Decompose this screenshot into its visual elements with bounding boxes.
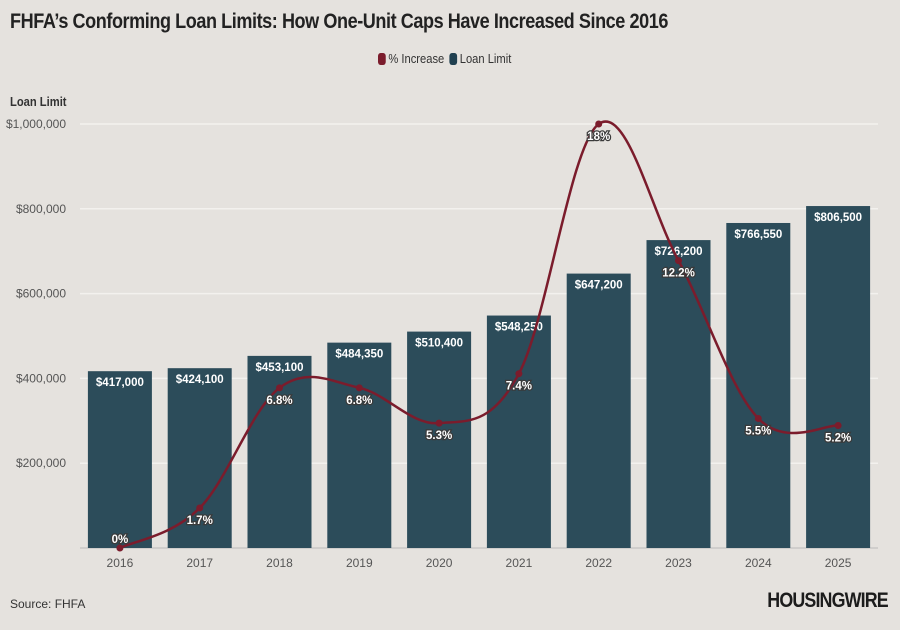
bar-2021 bbox=[486, 315, 551, 548]
housingwire-logo: HOUSINGWIRE bbox=[767, 589, 888, 612]
x-tick-label: 2017 bbox=[186, 556, 213, 570]
bar-2022 bbox=[566, 273, 631, 548]
bar-label: $806,500 bbox=[814, 212, 862, 224]
bar-2017 bbox=[167, 368, 232, 548]
legend-swatch-loan-limit bbox=[449, 53, 458, 65]
increase-label: 0% bbox=[112, 534, 129, 546]
increase-point-2016 bbox=[116, 544, 124, 552]
x-tick-label: 2022 bbox=[585, 556, 612, 570]
y-tick-label: $200,000 bbox=[16, 456, 66, 470]
bar-label: $417,000 bbox=[96, 377, 144, 389]
legend-swatch-increase bbox=[378, 53, 386, 65]
increase-point-2023 bbox=[675, 257, 682, 265]
bar-label: $726,200 bbox=[655, 246, 703, 258]
increase-point-2018 bbox=[276, 384, 283, 392]
bar-label: $548,250 bbox=[495, 322, 543, 334]
y-axis-label: Loan Limit bbox=[10, 94, 67, 109]
x-tick-label: 2021 bbox=[506, 556, 533, 570]
y-tick-label: $800,000 bbox=[16, 202, 66, 216]
x-tick-label: 2024 bbox=[745, 556, 772, 570]
increase-point-2024 bbox=[754, 414, 762, 422]
bar-2023 bbox=[646, 240, 711, 549]
legend: % Increase Loan Limit bbox=[378, 51, 511, 66]
x-tick-label: 2016 bbox=[107, 556, 134, 570]
legend-label-increase: % Increase bbox=[388, 51, 445, 66]
bar-2019 bbox=[327, 342, 392, 548]
x-tick-label: 2023 bbox=[665, 556, 692, 570]
bar-2016 bbox=[87, 371, 152, 548]
legend-item-loan-limit[interactable]: Loan Limit bbox=[449, 51, 511, 66]
increase-point-2022 bbox=[595, 120, 603, 128]
bar-2025 bbox=[806, 206, 871, 548]
increase-label: 7.4% bbox=[506, 381, 532, 393]
increase-label: 12.2% bbox=[662, 268, 695, 280]
y-tick-label: $1,000,000 bbox=[6, 117, 66, 131]
legend-item-increase[interactable]: % Increase bbox=[378, 51, 444, 66]
legend-label-loan-limit: Loan Limit bbox=[459, 51, 512, 66]
x-tick-label: 2020 bbox=[426, 556, 453, 570]
increase-point-2017 bbox=[196, 504, 204, 512]
increase-label: 6.8% bbox=[266, 395, 292, 407]
increase-label: 1.7% bbox=[187, 515, 213, 527]
bar-label: $647,200 bbox=[575, 280, 623, 292]
increase-label: 6.8% bbox=[346, 395, 372, 407]
x-tick-label: 2019 bbox=[346, 556, 373, 570]
chart-title: FHFA’s Conforming Loan Limits: How One-U… bbox=[10, 10, 668, 33]
increase-label: 5.2% bbox=[825, 433, 851, 445]
bar-label: $453,100 bbox=[256, 362, 304, 374]
increase-point-2019 bbox=[355, 384, 363, 392]
increase-label: 5.5% bbox=[745, 425, 771, 437]
increase-point-2025 bbox=[834, 422, 842, 430]
x-tick-label: 2025 bbox=[825, 556, 852, 570]
increase-label: 5.3% bbox=[426, 430, 452, 442]
bar-label: $424,100 bbox=[176, 374, 224, 386]
bar-2020 bbox=[407, 331, 472, 548]
bar-label: $510,400 bbox=[415, 338, 463, 350]
y-tick-label: $600,000 bbox=[16, 287, 66, 301]
bar-label: $484,350 bbox=[335, 349, 383, 361]
increase-point-2020 bbox=[435, 419, 443, 427]
y-tick-label: $400,000 bbox=[16, 371, 66, 385]
source-note: Source: FHFA bbox=[10, 597, 86, 611]
bar-label: $766,550 bbox=[734, 229, 782, 241]
increase-label: 18% bbox=[587, 131, 610, 143]
x-tick-label: 2018 bbox=[266, 556, 293, 570]
increase-point-2021 bbox=[515, 370, 523, 378]
